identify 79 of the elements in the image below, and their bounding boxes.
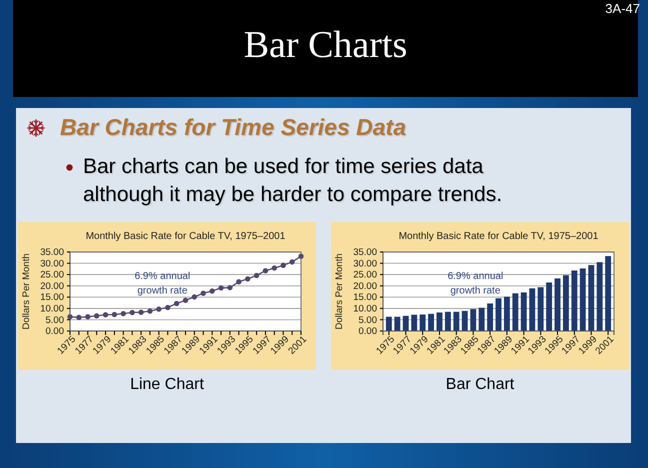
bar	[444, 312, 451, 331]
y-tick-label: 30.00	[40, 258, 64, 270]
point	[120, 310, 126, 316]
bar	[504, 296, 510, 331]
point	[182, 298, 188, 303]
point	[156, 306, 162, 312]
point	[94, 313, 100, 319]
bar	[605, 256, 612, 331]
point	[236, 279, 242, 284]
y-axis-title: Dollars Per Month	[334, 253, 345, 330]
bar	[520, 292, 527, 331]
text: Line Chart	[130, 376, 204, 393]
point	[138, 310, 144, 315]
point	[174, 300, 180, 306]
bar	[453, 312, 460, 331]
y-tick-label: 20.00	[353, 280, 377, 292]
annotation: 6.9% annual growth rate	[448, 271, 504, 296]
bar	[420, 314, 426, 331]
text: 3A-47	[604, 1, 640, 16]
bar	[580, 268, 586, 331]
y-tick-label: 30.00	[353, 258, 377, 270]
bar	[546, 282, 552, 331]
y-tick-label: 15.00	[40, 292, 64, 304]
bar	[487, 303, 494, 331]
y-tick-label: 20.00	[40, 280, 64, 292]
point	[272, 265, 277, 271]
point	[280, 262, 286, 268]
point	[200, 290, 206, 296]
bar	[512, 293, 518, 331]
point	[289, 259, 295, 265]
point	[218, 285, 224, 291]
y-tick-label: 5.00	[46, 314, 64, 326]
bar	[571, 270, 578, 331]
y-tick-label: 25.00	[353, 270, 377, 281]
point	[254, 272, 260, 278]
bar	[411, 314, 418, 331]
point	[85, 314, 90, 320]
bar	[596, 262, 603, 331]
y-tick-label: 10.00	[40, 303, 64, 314]
y-tick-label: 0.00	[358, 326, 377, 338]
annotation: 6.9% annual growth rate	[134, 271, 190, 296]
point	[112, 312, 118, 318]
point	[165, 304, 170, 310]
y-axis-title: Dollars Per Month	[21, 253, 32, 330]
bar	[394, 316, 400, 331]
point	[227, 285, 233, 290]
bar	[462, 310, 468, 331]
chart-title: Monthly Basic Rate for Cable TV, 1975–2001	[398, 231, 599, 242]
y-tick-label: 25.00	[40, 270, 64, 281]
bar	[529, 288, 536, 331]
text: Bar Charts for Time Series Data	[60, 114, 406, 141]
bar	[428, 314, 434, 331]
text: Bar charts can be used for time series data although it may be harder to compare trends.	[83, 154, 504, 208]
bar	[538, 287, 544, 331]
point	[76, 314, 82, 320]
point	[262, 268, 268, 274]
bar	[436, 312, 442, 331]
bar	[386, 316, 392, 331]
bar	[554, 278, 560, 331]
chart-title: Monthly Basic Rate for Cable TV, 1975–2001	[86, 231, 286, 242]
y-tick-label: 35.00	[40, 247, 64, 258]
y-tick-label: 35.00	[353, 247, 377, 258]
point	[192, 294, 198, 300]
point	[245, 276, 250, 282]
text: Bar Chart	[446, 376, 515, 393]
point	[102, 312, 108, 318]
text: Bar Charts	[242, 24, 408, 66]
point	[210, 288, 215, 294]
point	[147, 308, 153, 314]
y-tick-label: 10.00	[353, 303, 377, 314]
point	[130, 310, 135, 316]
bar	[470, 309, 476, 331]
y-tick-label: 5.00	[358, 314, 377, 326]
y-tick-label: 15.00	[353, 292, 377, 304]
bar	[496, 298, 502, 331]
bar	[588, 265, 594, 331]
y-tick-label: 0.00	[46, 326, 64, 338]
bar	[478, 308, 485, 331]
bar	[562, 275, 569, 331]
